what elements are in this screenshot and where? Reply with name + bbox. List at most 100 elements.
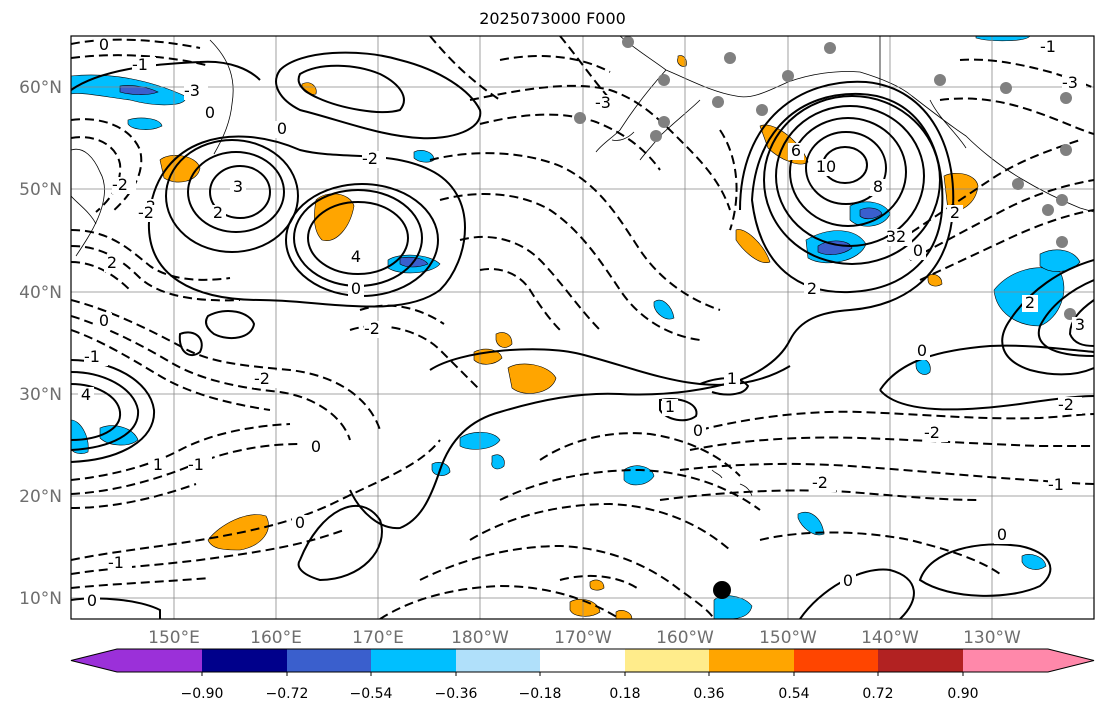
contour-label: 0 bbox=[205, 103, 215, 122]
contour-label: 2 bbox=[213, 203, 223, 222]
cyan-patch bbox=[653, 299, 675, 320]
lat-label: 20°N bbox=[19, 487, 62, 507]
colorbar-tick-label: 0.54 bbox=[778, 686, 809, 702]
orange-patch bbox=[677, 55, 687, 67]
contour-label-bg bbox=[1022, 295, 1038, 312]
contour-label: -1 bbox=[1040, 37, 1056, 56]
colorbar-segment bbox=[71, 649, 202, 672]
contour-label: -2 bbox=[1058, 395, 1074, 414]
contour-label: 3 bbox=[233, 177, 243, 196]
contour-label: 8 bbox=[873, 177, 883, 196]
colorbar-tick-label: 0.18 bbox=[609, 686, 640, 702]
contour-label-bg bbox=[96, 313, 112, 330]
lat-label: 30°N bbox=[19, 385, 62, 405]
contour-label-bg bbox=[364, 321, 388, 338]
contour-label: 0 bbox=[277, 119, 287, 138]
colorbar-labels: −0.90 −0.72 −0.54 −0.36 −0.18 0.18 0.36 0.54 0.7… bbox=[181, 672, 979, 702]
graticule bbox=[71, 36, 1094, 619]
cyan-patch bbox=[623, 465, 655, 486]
lat-label: 10°N bbox=[19, 589, 62, 609]
colorbar-segment bbox=[794, 649, 878, 672]
contour-label-bg bbox=[724, 371, 740, 388]
contour-label: 2 bbox=[950, 203, 960, 222]
cyan-patch bbox=[797, 512, 825, 536]
contour-label: -2 bbox=[112, 175, 128, 194]
contour-label: -1 bbox=[84, 347, 100, 366]
colorbar: −0.90 −0.72 −0.54 −0.36 −0.18 0.18 0.36 0.54 0.7… bbox=[70, 648, 1095, 702]
colorbar-tick-label: 0.72 bbox=[862, 686, 893, 702]
lon-label: 160°E bbox=[250, 628, 302, 648]
contour-label: 0 bbox=[311, 437, 321, 456]
contour-label: -3 bbox=[184, 81, 200, 100]
lon-label: 170°W bbox=[554, 628, 612, 648]
blue-patch bbox=[817, 240, 853, 255]
contour-label: 4 bbox=[351, 247, 361, 266]
colorbar-tick-label: 0.36 bbox=[693, 686, 724, 702]
colorbar-tick-label: −0.54 bbox=[350, 686, 393, 702]
orange-patch bbox=[615, 610, 633, 619]
contour-label-bg bbox=[184, 83, 208, 100]
contour-label: 0 bbox=[99, 35, 109, 54]
lon-label: 150°W bbox=[759, 628, 817, 648]
contour-label-bg bbox=[840, 573, 856, 590]
colorbar-segment bbox=[540, 649, 625, 672]
orange-patch bbox=[495, 332, 513, 348]
contour-label-bg bbox=[910, 243, 926, 260]
contour-label-bg bbox=[362, 151, 386, 168]
colorbar-segment bbox=[963, 649, 1094, 672]
contour-label: -2 bbox=[138, 203, 154, 222]
contour-label-bg bbox=[888, 229, 912, 246]
colorbar-tick-label: −0.72 bbox=[266, 686, 309, 702]
lon-label: 170°E bbox=[352, 628, 404, 648]
contour-label: 10 bbox=[816, 157, 836, 176]
contour-label-bg bbox=[308, 439, 324, 456]
contour-label: 2 bbox=[807, 279, 817, 298]
contour-label-bg bbox=[78, 387, 94, 404]
colorbar-segment bbox=[709, 649, 794, 672]
map-panel: 0-1030-2-22-3-2108643220-320-1-21100-2-1… bbox=[71, 35, 1094, 619]
contour-label-bg bbox=[924, 425, 948, 442]
lon-label: 150°E bbox=[148, 628, 200, 648]
contour-label-bg bbox=[138, 205, 162, 222]
lat-label: 60°N bbox=[19, 78, 62, 98]
contour-label-bg bbox=[188, 457, 212, 474]
contour-label-bg bbox=[994, 527, 1010, 544]
contour-label-bg bbox=[202, 105, 218, 122]
lon-label: 160°W bbox=[656, 628, 714, 648]
orange-patch bbox=[735, 229, 771, 263]
colorbar-segment bbox=[456, 649, 540, 672]
contour-label-bg bbox=[132, 57, 156, 74]
contour-label-bg bbox=[1072, 317, 1088, 334]
contour-label-bg bbox=[595, 95, 619, 112]
contour-label: 1 bbox=[727, 369, 737, 388]
contour-label: -1 bbox=[108, 553, 124, 572]
colorbar-segment bbox=[371, 649, 456, 672]
contour-label: -2 bbox=[924, 423, 940, 442]
contour-label-bg bbox=[662, 399, 678, 416]
contour-label: 0 bbox=[997, 525, 1007, 544]
contour-label: -2 bbox=[362, 149, 378, 168]
contour-label-bg bbox=[254, 371, 278, 388]
contour-labels: 0-1030-2-22-3-2108643220-320-1-21100-2-1… bbox=[78, 35, 1088, 610]
longitude-labels: 150°E 160°E 170°E 180°W 170°W 160°W 150°… bbox=[148, 628, 1021, 648]
contour-label-bg bbox=[104, 255, 120, 272]
contour-label-bg bbox=[84, 349, 108, 366]
lon-label: 140°W bbox=[861, 628, 919, 648]
map-title: 2025073000 F000 bbox=[479, 9, 626, 28]
contour-label-bg bbox=[96, 37, 112, 54]
contour-label-bg bbox=[914, 343, 930, 360]
contour-label: -2 bbox=[364, 319, 380, 338]
contour-label-bg bbox=[818, 159, 842, 176]
contour-label-bg bbox=[210, 205, 226, 222]
contour-label-bg bbox=[788, 143, 804, 160]
contour-label-bg bbox=[947, 205, 963, 222]
contour-label-bg bbox=[870, 179, 886, 196]
contour-label-bg bbox=[690, 423, 706, 440]
contour-label-bg bbox=[1048, 477, 1072, 494]
colorbar-segment bbox=[202, 649, 287, 672]
contour-label: -2 bbox=[254, 369, 270, 388]
contour-label-bg bbox=[84, 593, 100, 610]
contour-label-bg bbox=[1062, 75, 1086, 92]
contour-label-bg bbox=[292, 515, 308, 532]
